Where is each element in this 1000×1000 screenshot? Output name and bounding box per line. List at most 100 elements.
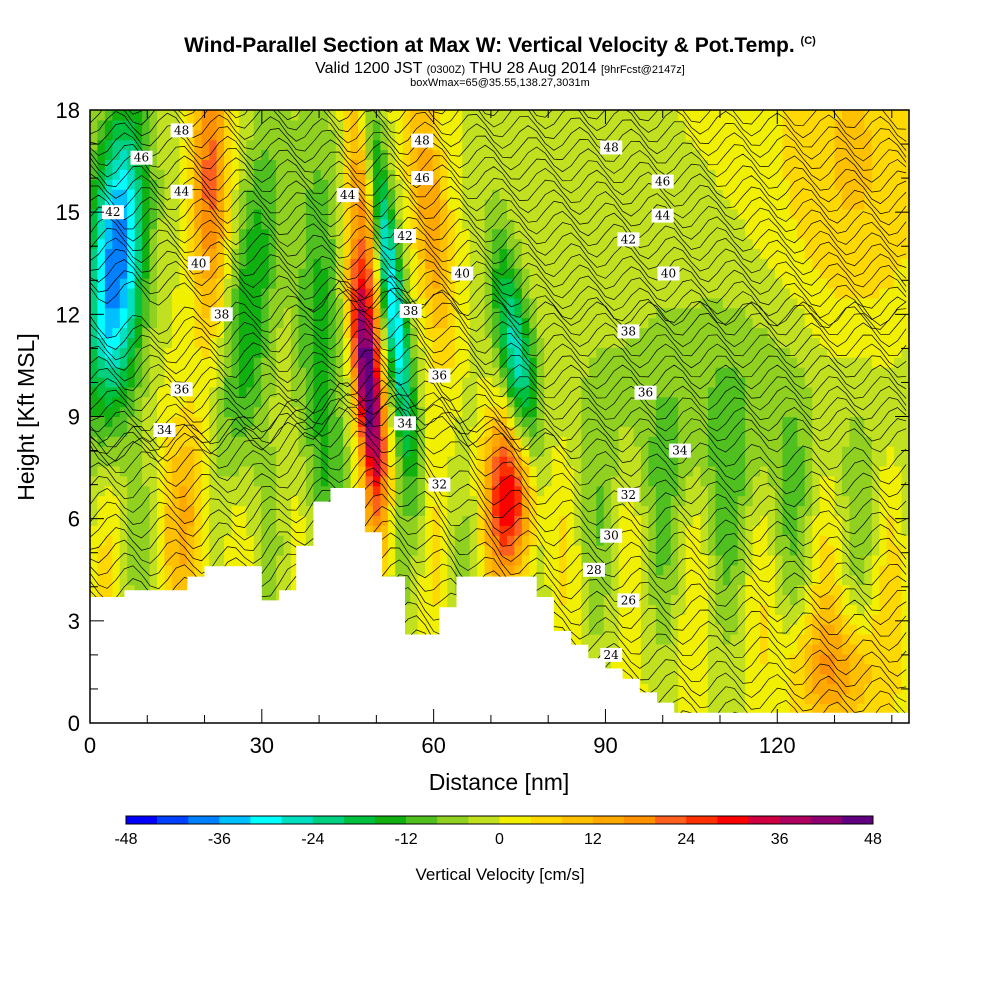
field-cell [179, 228, 188, 240]
field-cell [194, 525, 203, 536]
field-cell [633, 129, 642, 141]
field-cell [298, 159, 307, 170]
field-cell [596, 228, 605, 240]
field-cell [142, 347, 151, 358]
field-cell [328, 327, 337, 339]
field-cell [350, 317, 359, 329]
field-cell [335, 278, 344, 289]
field-cell [268, 317, 277, 329]
field-cell [119, 396, 128, 408]
field-cell [291, 446, 300, 457]
field-cell [492, 278, 501, 289]
field-cell [417, 406, 426, 418]
field-cell [90, 327, 99, 339]
field-cell [618, 564, 627, 576]
field-cell [171, 515, 180, 526]
field-cell [387, 110, 396, 121]
field-cell [410, 218, 419, 230]
field-cell [544, 396, 553, 408]
field-cell [581, 376, 590, 388]
field-cell [209, 278, 218, 289]
field-cell [365, 515, 374, 526]
field-cell [335, 446, 344, 457]
field-cell [648, 406, 657, 418]
field-cell [320, 465, 329, 477]
field-cell [157, 208, 166, 220]
field-cell [164, 278, 173, 289]
field-cell [670, 485, 679, 497]
field-cell [454, 505, 463, 516]
field-cell [410, 426, 419, 437]
field-cell [544, 584, 553, 596]
field-cell [97, 169, 106, 180]
field-cell [104, 278, 113, 289]
field-cell [201, 426, 210, 437]
field-cell [238, 357, 247, 368]
field-cell [588, 426, 597, 437]
field-cell [164, 525, 173, 536]
field-cell [402, 268, 411, 279]
field-cell [320, 297, 329, 309]
field-cell [134, 554, 143, 566]
field-cell [454, 327, 463, 339]
field-cell [566, 159, 575, 170]
field-cell [611, 238, 620, 250]
field-cell [439, 287, 448, 299]
field-cell [454, 554, 463, 566]
field-cell [648, 129, 657, 141]
field-cell [410, 238, 419, 250]
field-cell [298, 317, 307, 329]
field-cell [253, 367, 262, 378]
field-cell [618, 258, 627, 269]
field-cell [298, 475, 307, 487]
field-cell [633, 574, 642, 586]
field-cell [492, 110, 501, 121]
field-cell [350, 357, 359, 368]
field-cell [521, 525, 530, 536]
field-cell [581, 584, 590, 596]
field-cell [97, 307, 106, 319]
field-cell [186, 475, 195, 487]
field-cell [454, 396, 463, 408]
field-cell [425, 198, 434, 210]
field-cell [611, 149, 620, 161]
field-cell [529, 525, 538, 536]
field-cell [462, 485, 471, 497]
field-cell [372, 179, 381, 190]
field-cell [670, 307, 679, 319]
field-cell [469, 198, 478, 210]
field-cell [365, 396, 374, 408]
field-cell [112, 376, 121, 388]
field-cell [209, 119, 218, 131]
field-cell [119, 525, 128, 536]
field-cell [276, 525, 285, 536]
field-cell [514, 564, 523, 576]
field-cell [224, 505, 233, 516]
field-cell [194, 535, 203, 546]
field-cell [439, 584, 448, 596]
field-cell [142, 545, 151, 556]
field-cell [246, 218, 255, 230]
field-cell [402, 218, 411, 230]
field-cell [380, 465, 389, 477]
field-cell [462, 376, 471, 388]
field-cell [268, 515, 277, 526]
field-cell [678, 643, 687, 655]
field-cell [529, 535, 538, 546]
field-cell [462, 545, 471, 556]
field-cell [402, 624, 411, 635]
field-cell [246, 129, 255, 141]
field-cell [179, 327, 188, 339]
field-cell [573, 545, 582, 556]
field-cell [291, 495, 300, 507]
field-cell [477, 357, 486, 368]
field-cell [276, 376, 285, 388]
field-cell [425, 515, 434, 526]
field-cell [350, 327, 359, 339]
field-cell [551, 337, 560, 348]
field-cell [618, 376, 627, 388]
field-cell [90, 584, 99, 596]
field-cell [663, 525, 672, 536]
field-cell [670, 703, 679, 714]
field-cell [469, 238, 478, 250]
